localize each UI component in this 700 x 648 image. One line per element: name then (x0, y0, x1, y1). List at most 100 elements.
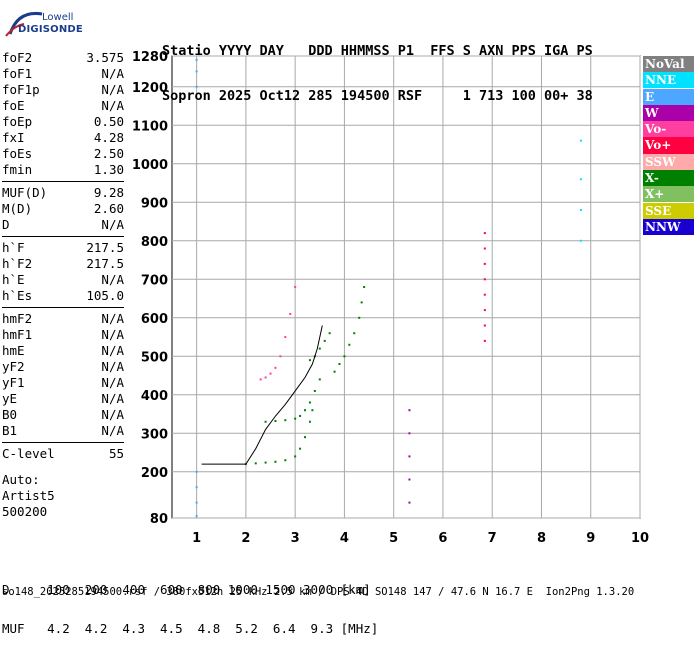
echo-point (483, 309, 486, 312)
echo-point (408, 409, 411, 412)
y-tick-label: 1200 (132, 81, 168, 96)
param-name: hmF2 (2, 311, 33, 326)
y-tick-label: 800 (141, 235, 168, 250)
y-tick-label: 900 (141, 196, 168, 211)
echo-point (408, 455, 411, 458)
param-row: yF1 N/A (2, 375, 124, 391)
echo-point (294, 417, 297, 420)
echo-point (408, 478, 411, 481)
echo-point (284, 459, 287, 462)
echo-point (328, 332, 331, 335)
param-row: foF1p N/A (2, 82, 124, 98)
echo-point (579, 178, 582, 181)
muf-distance-table: D 100 200 400 600 800 1000 1500 3000 [km… (2, 557, 378, 648)
echo-point (264, 420, 267, 423)
echo-point (408, 501, 411, 504)
y-tick-label: 1000 (132, 158, 168, 173)
logo-arc-icon (5, 11, 43, 37)
x-tick-label: 2 (241, 531, 250, 546)
echo-point (483, 262, 486, 265)
x-tick-label: 3 (291, 531, 300, 546)
auto-code: 500200 (2, 504, 48, 519)
echo-point (264, 376, 267, 379)
header-labels: Statio YYYY DAY DDD HHMMSS P1 FFS S AXN … (162, 43, 593, 59)
echo-point (259, 378, 262, 381)
param-row: foE N/A (2, 98, 124, 114)
echo-point (579, 209, 582, 211)
param-value: N/A (101, 217, 124, 232)
param-value: 2.50 (93, 146, 124, 161)
logo-line2: DIGISONDE (18, 24, 83, 35)
echo-point (284, 336, 287, 339)
param-row: foF2 3.575 (2, 50, 124, 66)
echo-point (195, 486, 198, 489)
x-tick-label: 8 (537, 531, 546, 546)
param-row: foF1 N/A (2, 66, 124, 82)
ionogram-chart: 1 2 3 4 5 6 7 8 9 10 80 200 300 400 500 600 700 800 900 100… (132, 50, 649, 546)
param-name: hmF1 (2, 327, 33, 342)
param-value: N/A (101, 343, 124, 358)
param-name: foF2 (2, 50, 33, 65)
echo-point (579, 139, 582, 142)
echo-point (483, 339, 486, 342)
echo-point (279, 355, 282, 358)
param-value: 9.28 (93, 185, 124, 200)
station-header: Statio YYYY DAY DDD HHMMSS P1 FFS S AXN … (162, 14, 593, 119)
param-value: N/A (101, 272, 124, 287)
echo-point (483, 278, 486, 281)
param-name: yF1 (2, 375, 25, 390)
param-row: B1 N/A (2, 423, 124, 439)
virtual-height-trace (201, 325, 323, 465)
param-row: M(D) 2.60 (2, 201, 124, 217)
param-value: 3.575 (86, 50, 124, 65)
param-value: N/A (101, 66, 124, 81)
echo-point (254, 462, 257, 465)
param-separator (2, 236, 124, 237)
echo-point (308, 359, 311, 362)
y-tick-label: 1100 (132, 119, 168, 134)
y-tick-label: 400 (141, 389, 168, 404)
param-row: yE N/A (2, 391, 124, 407)
echo-point (195, 85, 198, 88)
param-name: h`E (2, 272, 25, 287)
param-name: foF1 (2, 66, 33, 81)
echo-point (304, 436, 307, 439)
echo-point (343, 355, 346, 358)
param-row: fxI 4.28 (2, 130, 124, 146)
param-row: h`F2 217.5 (2, 256, 124, 272)
auto-label: Auto: (2, 472, 40, 487)
legend-item: SSE (643, 202, 694, 219)
param-value: 105.0 (86, 288, 124, 303)
legend-item: W (643, 104, 694, 122)
y-tick-label: 1280 (132, 50, 168, 65)
param-name: M(D) (2, 201, 33, 216)
param-name: foEs (2, 146, 33, 161)
echo-point (308, 401, 311, 404)
file-info-footer: so148_2025285194500.rsf / 380fx512h 25 k… (2, 586, 635, 598)
param-name: fxI (2, 130, 25, 145)
param-row: MUF(D) 9.28 (2, 185, 124, 201)
echo-point (338, 363, 341, 365)
param-name: h`Es (2, 288, 33, 303)
y-tick-label: 600 (141, 312, 168, 327)
x-tick-label: 7 (488, 531, 497, 546)
param-name: B0 (2, 407, 18, 422)
echo-point (195, 70, 198, 73)
echo-point (353, 332, 356, 335)
x-tick-label: 1 (192, 531, 201, 546)
x-tick-label: 9 (586, 531, 595, 546)
param-value: N/A (101, 359, 124, 374)
echo-point (483, 293, 486, 296)
param-value: N/A (101, 98, 124, 113)
lowell-digisonde-logo: Lowell DIGISONDE (4, 6, 84, 42)
y-tick-label: 500 (141, 350, 168, 365)
echo-point (299, 414, 302, 417)
legend-item: NNE (643, 72, 694, 89)
y-tick-label: 700 (141, 273, 168, 288)
param-row: C-level 55 (2, 446, 124, 462)
x-tick-label: 4 (340, 531, 349, 546)
x-tick-label: 6 (438, 531, 447, 546)
param-row: foEs 2.50 (2, 146, 124, 162)
echo-point (363, 286, 366, 288)
param-row: D N/A (2, 217, 124, 233)
